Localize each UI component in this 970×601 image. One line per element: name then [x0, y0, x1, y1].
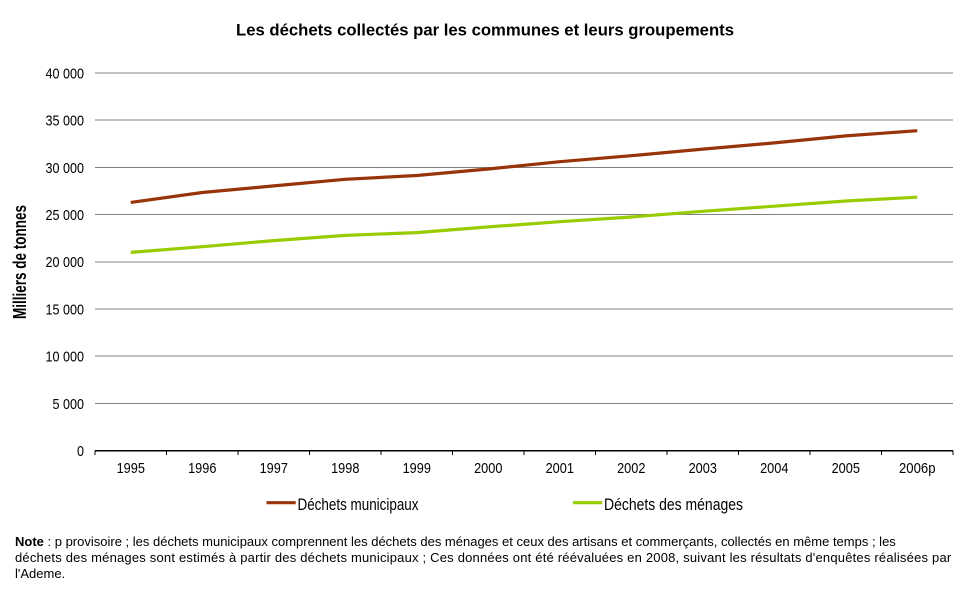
svg-text:10 000: 10 000 [46, 349, 85, 366]
svg-text:35 000: 35 000 [46, 113, 85, 130]
svg-text:Milliers de tonnes: Milliers de tonnes [10, 205, 30, 319]
svg-text:2005: 2005 [832, 460, 860, 477]
svg-text:2006p: 2006p [899, 460, 936, 477]
svg-text:2000: 2000 [474, 460, 502, 477]
svg-text:2002: 2002 [617, 460, 645, 477]
svg-text:5 000: 5 000 [53, 396, 85, 413]
svg-text:1996: 1996 [188, 460, 216, 477]
svg-text:25 000: 25 000 [46, 207, 85, 224]
svg-text:15 000: 15 000 [46, 301, 85, 318]
svg-text:0: 0 [77, 443, 84, 460]
svg-text:Les déchets collectés par les: Les déchets collectés par les communes e… [236, 21, 734, 40]
svg-text:2003: 2003 [689, 460, 717, 477]
svg-text:2001: 2001 [546, 460, 574, 477]
svg-text:1998: 1998 [331, 460, 359, 477]
svg-text:2004: 2004 [760, 460, 788, 477]
svg-text:20 000: 20 000 [46, 254, 85, 271]
svg-text:1999: 1999 [403, 460, 431, 477]
svg-text:Déchets des ménages: Déchets des ménages [604, 495, 743, 514]
svg-text:1995: 1995 [117, 460, 145, 477]
svg-text:40 000: 40 000 [46, 65, 85, 82]
svg-text:1997: 1997 [260, 460, 288, 477]
svg-text:Déchets municipaux: Déchets municipaux [298, 495, 419, 514]
svg-text:30 000: 30 000 [46, 160, 85, 177]
